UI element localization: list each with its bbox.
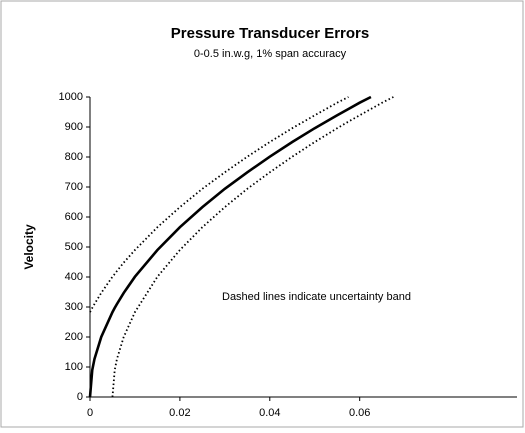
x-tick-label: 0.04 — [259, 407, 280, 419]
data-line — [89, 96, 349, 313]
y-tick-label: 800 — [65, 151, 83, 163]
x-tick-label: 0 — [87, 407, 93, 419]
y-tick-label: 300 — [65, 301, 83, 313]
annotation: Dashed lines indicate uncertainty band — [222, 291, 411, 303]
y-tick-label: 200 — [65, 331, 83, 343]
y-tick-label: 500 — [65, 241, 83, 253]
chart-title: Pressure Transducer Errors — [171, 25, 369, 42]
y-tick-label: 900 — [65, 121, 83, 133]
x-tick-label: 0.02 — [169, 407, 190, 419]
y-axis-label: Velocity — [22, 224, 36, 270]
chart-subtitle: 0-0.5 in.w.g, 1% span accuracy — [194, 48, 347, 60]
x-tick-label: 0.06 — [349, 407, 370, 419]
y-tick-label: 1000 — [59, 91, 83, 103]
y-tick-label: 0 — [77, 391, 83, 403]
y-tick-label: 700 — [65, 181, 83, 193]
y-tick-label: 600 — [65, 211, 83, 223]
y-tick-label: 400 — [65, 271, 83, 283]
y-tick-label: 100 — [65, 361, 83, 373]
data-line — [88, 95, 372, 398]
data-line — [111, 96, 394, 398]
